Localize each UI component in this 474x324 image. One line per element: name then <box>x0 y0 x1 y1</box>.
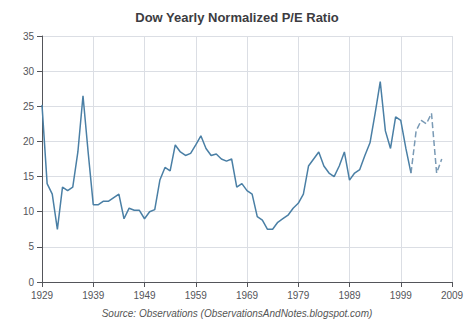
svg-text:1949: 1949 <box>133 290 156 301</box>
svg-text:30: 30 <box>23 66 35 77</box>
svg-text:1939: 1939 <box>82 290 105 301</box>
svg-text:0: 0 <box>28 277 34 288</box>
svg-text:1969: 1969 <box>236 290 259 301</box>
svg-text:1929: 1929 <box>31 290 54 301</box>
svg-text:35: 35 <box>23 31 35 42</box>
svg-text:25: 25 <box>23 101 35 112</box>
svg-text:20: 20 <box>23 136 35 147</box>
svg-text:1999: 1999 <box>390 290 413 301</box>
svg-text:2009: 2009 <box>441 290 464 301</box>
svg-text:1979: 1979 <box>287 290 310 301</box>
svg-text:Dow Yearly Normalized P/E Rati: Dow Yearly Normalized P/E Ratio <box>135 10 339 25</box>
svg-text:Source: Observations (Observat: Source: Observations (ObservationsAndNot… <box>102 308 373 319</box>
svg-text:15: 15 <box>23 171 35 182</box>
svg-text:1959: 1959 <box>185 290 208 301</box>
svg-text:5: 5 <box>28 241 34 252</box>
svg-text:10: 10 <box>23 206 35 217</box>
svg-text:1989: 1989 <box>338 290 361 301</box>
